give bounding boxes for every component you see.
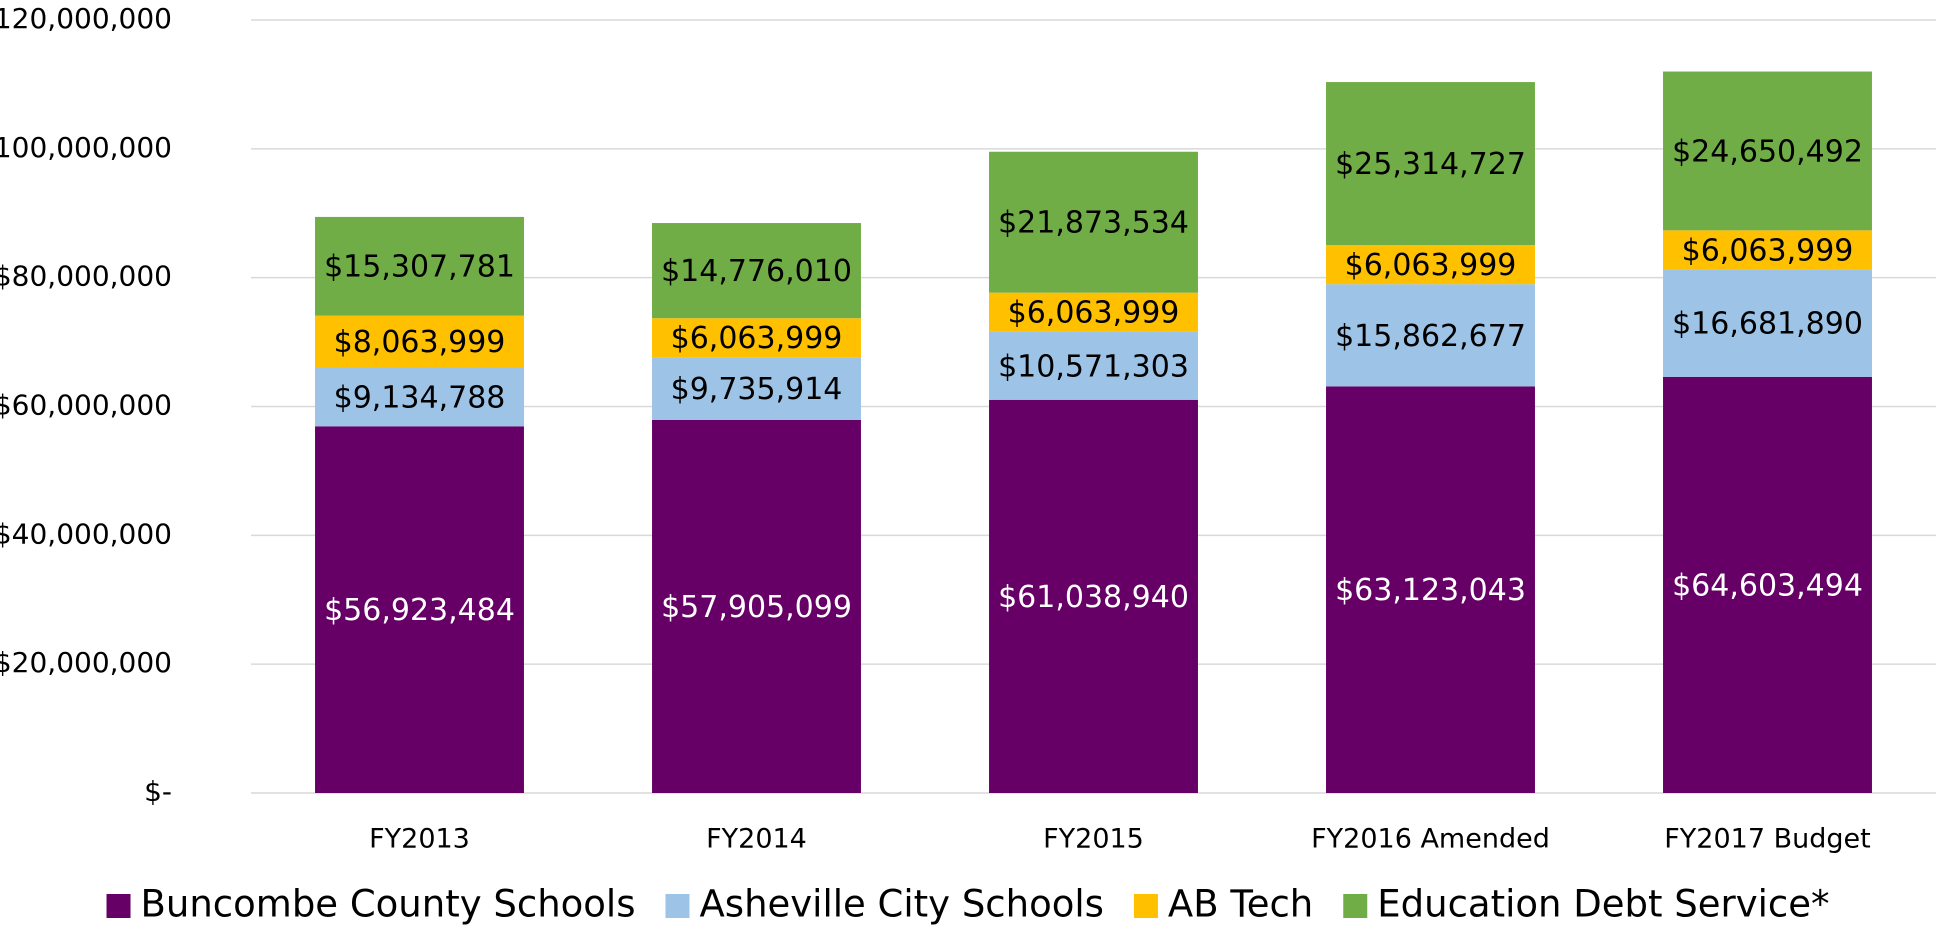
bar-segment: [1326, 82, 1535, 246]
data-label: $15,307,781: [324, 250, 515, 285]
y-tick-label: $80,000,000: [0, 260, 172, 293]
bar-segment: [989, 399, 1198, 793]
legend-label: Education Debt Service*: [1377, 883, 1829, 926]
x-tick-label: FY2013: [369, 824, 470, 855]
data-label: $57,905,099: [661, 590, 852, 625]
data-label: $9,735,914: [671, 372, 843, 407]
bar-segment: [652, 223, 861, 319]
bar-segment: [315, 426, 524, 793]
x-tick-label: FY2017 Budget: [1664, 824, 1870, 855]
x-tick-label: FY2016 Amended: [1311, 824, 1550, 855]
legend-label: Asheville City Schools: [699, 883, 1103, 926]
bar-segment: [652, 318, 861, 358]
y-tick-label: $60,000,000: [0, 389, 172, 422]
bar-segment: [315, 216, 524, 316]
data-label: $63,123,043: [1335, 573, 1526, 608]
data-label: $25,314,727: [1335, 147, 1526, 182]
bar-segment: [1326, 386, 1535, 793]
bar-segment: [1663, 71, 1872, 231]
legend: Buncombe County Schools Asheville City Sc…: [106, 883, 1829, 926]
bar-segment: [315, 367, 524, 427]
bar-segment: [652, 419, 861, 793]
data-label: $10,571,303: [998, 349, 1189, 384]
y-tick-label: $100,000,000: [0, 131, 172, 164]
y-tick-label: $20,000,000: [0, 646, 172, 679]
data-label: $16,681,890: [1672, 307, 1863, 342]
data-label: $9,134,788: [334, 380, 506, 415]
bar-segment: [315, 315, 524, 368]
data-label: $15,862,677: [1335, 319, 1526, 354]
bar-segment: [989, 151, 1198, 293]
bar-segment: [1663, 269, 1872, 377]
x-tick-label: FY2014: [706, 824, 807, 855]
bar-segment: [989, 292, 1198, 332]
bar-segment: [1663, 230, 1872, 270]
legend-label: AB Tech: [1168, 883, 1313, 926]
y-tick-label: $40,000,000: [0, 517, 172, 550]
data-label: $56,923,484: [324, 593, 515, 628]
bar-segment: [1326, 284, 1535, 387]
data-label: $6,063,999: [1682, 233, 1854, 268]
data-label: $8,063,999: [334, 325, 506, 360]
data-label: $6,063,999: [1008, 296, 1180, 331]
data-label: $14,776,010: [661, 254, 852, 289]
y-tick-label: $-: [144, 775, 172, 808]
bar-segment: [989, 331, 1198, 400]
data-label: $6,063,999: [671, 321, 843, 356]
data-label: $6,063,999: [1345, 248, 1517, 283]
data-label: $64,603,494: [1672, 568, 1863, 603]
data-label: $24,650,492: [1672, 134, 1863, 169]
y-tick-label: $120,000,000: [0, 2, 172, 35]
legend-swatch: [665, 894, 690, 918]
legend-swatch: [1133, 894, 1158, 918]
bar-segment: [652, 357, 861, 420]
data-label: $61,038,940: [998, 580, 1189, 615]
bar-segment: [1663, 376, 1872, 793]
legend-swatch: [1343, 894, 1368, 918]
bar-segment: [1326, 245, 1535, 285]
legend-swatch: [106, 894, 131, 918]
data-label: $21,873,534: [998, 206, 1189, 241]
x-tick-label: FY2015: [1043, 824, 1144, 855]
legend-label: Buncombe County Schools: [141, 883, 636, 926]
